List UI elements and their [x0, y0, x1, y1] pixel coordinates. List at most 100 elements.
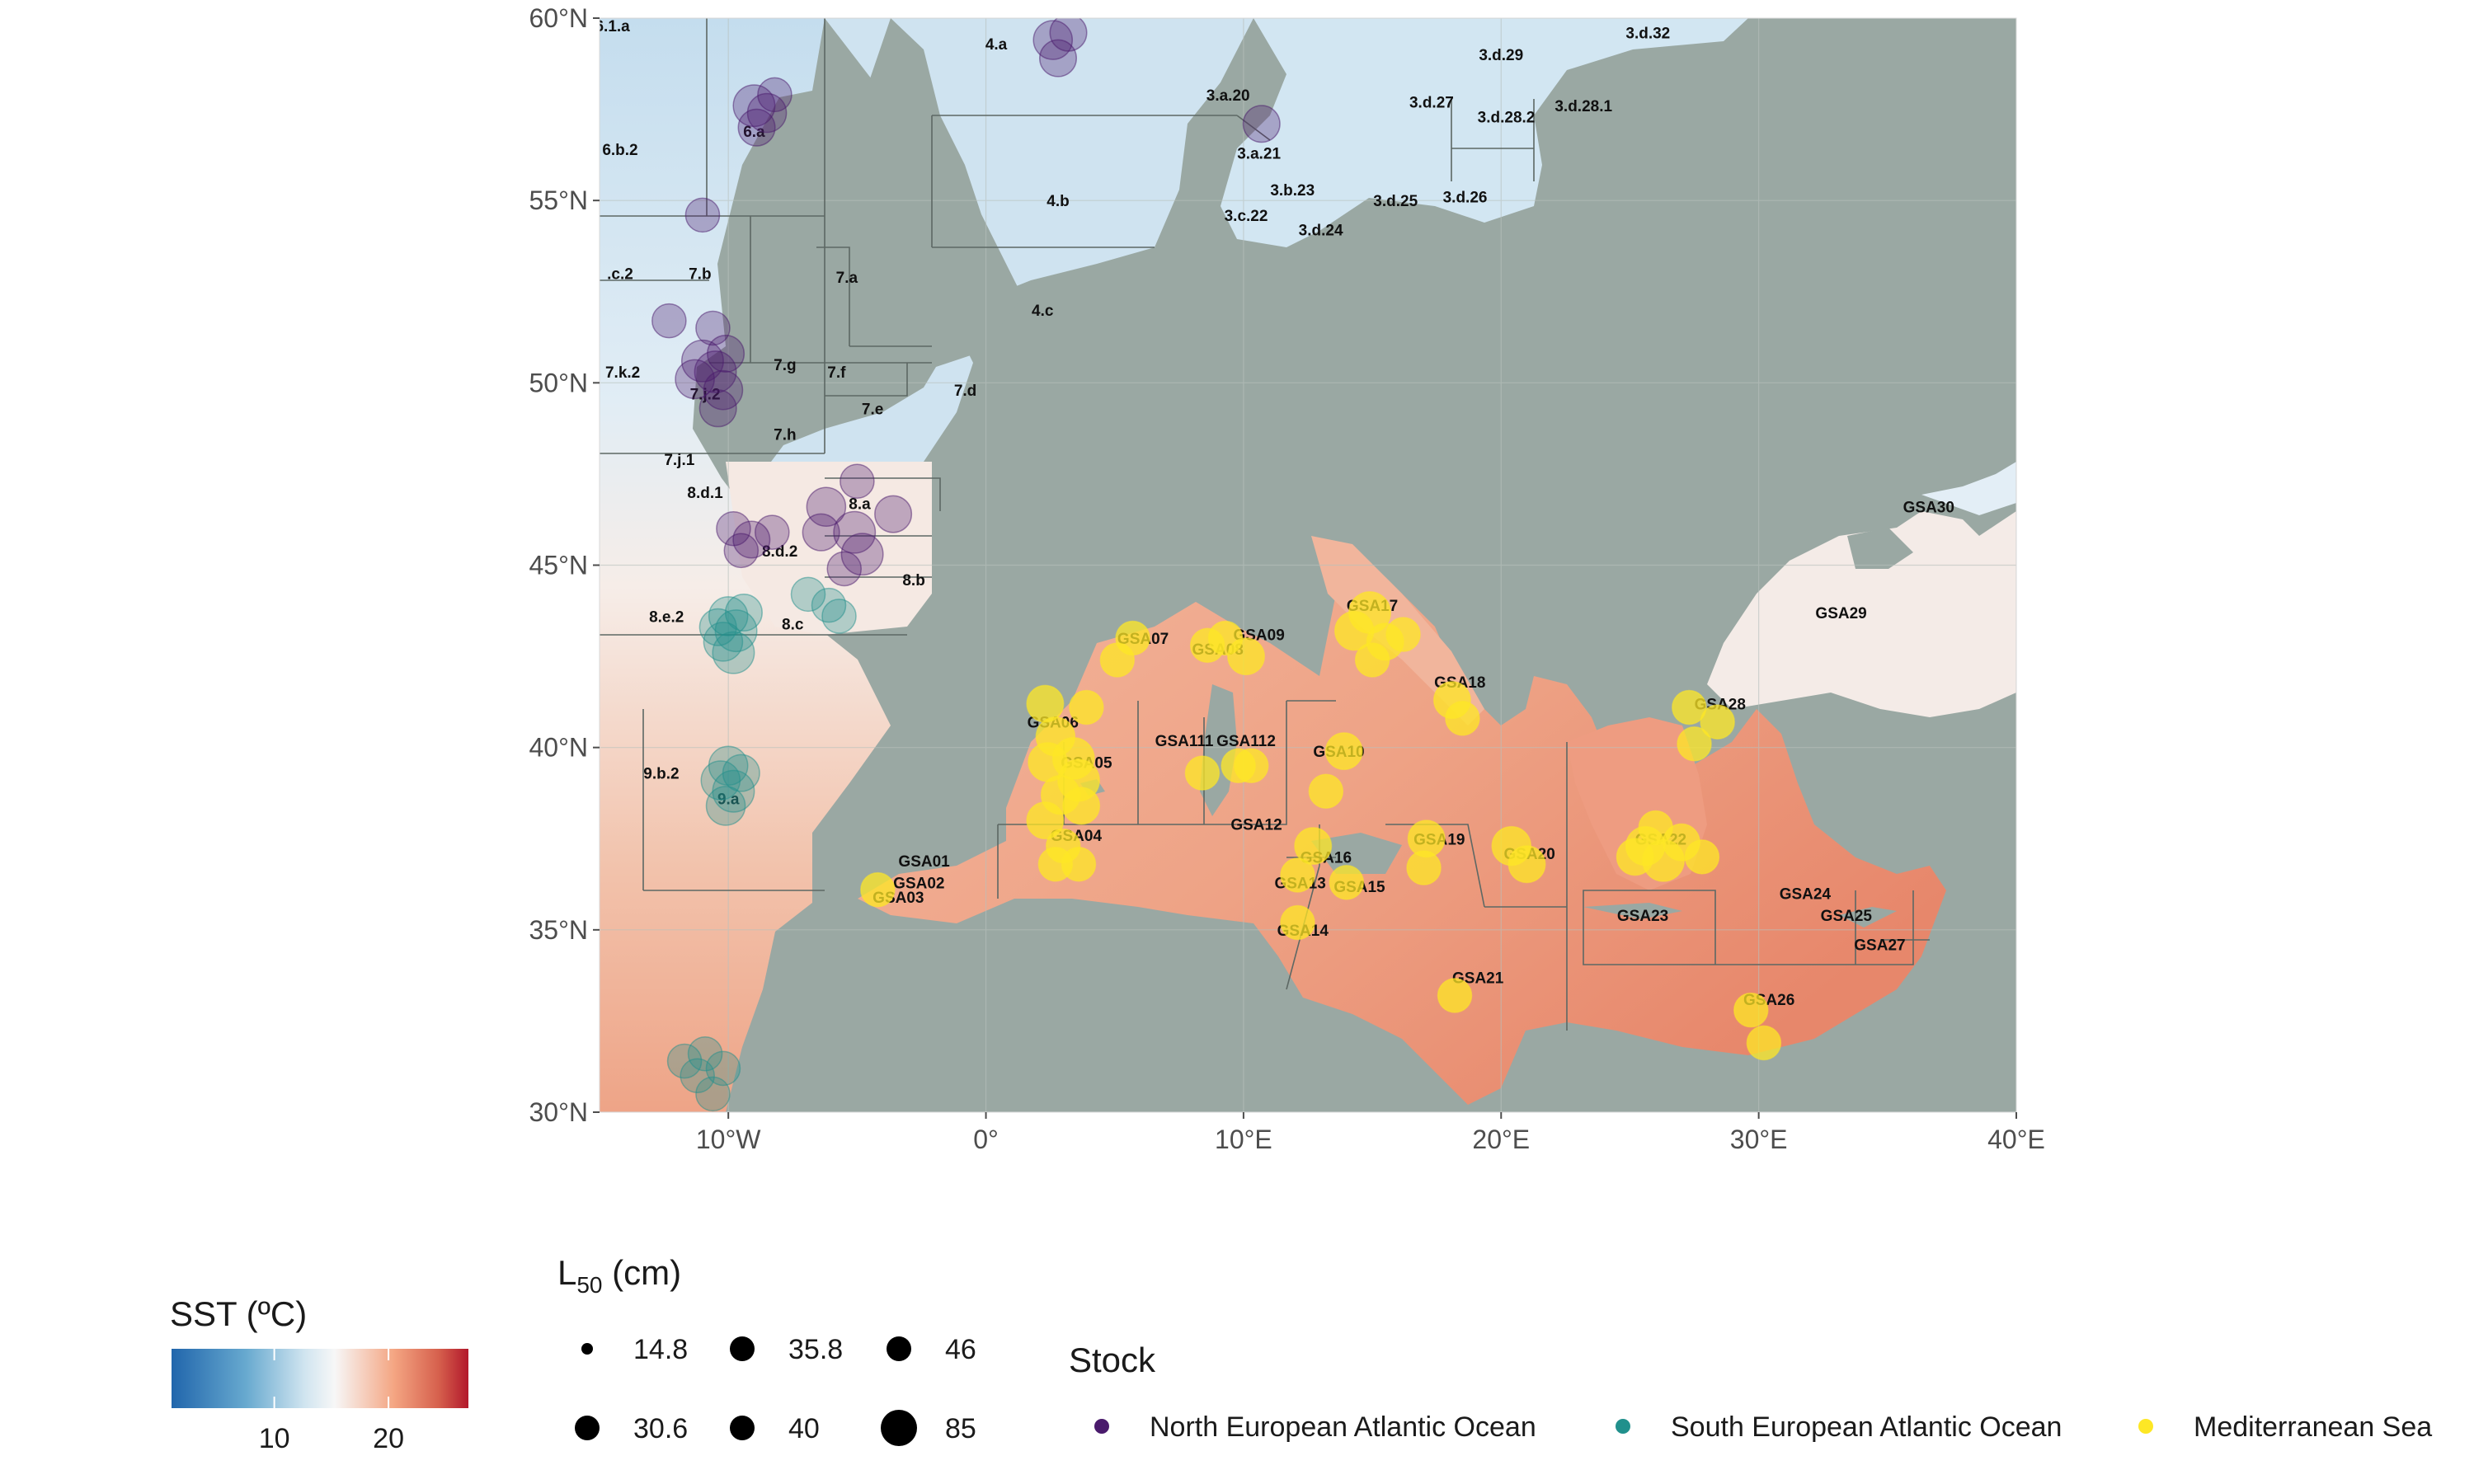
area-label: 3.d.28.1: [1554, 98, 1612, 115]
area-label: 3.a.20: [1206, 87, 1250, 105]
stock-point-south: [790, 576, 826, 613]
map-panel: 3.a.20 3.a.21 3.b.233.c.22 3.d.24 3.d.25 3.d.…: [595, 18, 2016, 1112]
stock-point-north: [826, 551, 863, 587]
stock-point-south: [712, 631, 755, 674]
stock-point-med: [1308, 773, 1344, 810]
stock-point-med: [1280, 904, 1315, 941]
sicily: [1311, 833, 1402, 874]
area-label: 7.e: [862, 401, 883, 418]
stock-point-north: [723, 533, 760, 569]
area-label: 3.d.24: [1299, 223, 1343, 240]
stock-point-north: [695, 310, 731, 346]
stock-point-north: [755, 514, 790, 550]
stock-point-north: [874, 495, 913, 533]
lat-tick-label: 35°N: [529, 915, 589, 945]
l50-size-swatch: [575, 1416, 600, 1440]
stock-legend-label: Mediterranean Sea: [2194, 1411, 2432, 1443]
stock-point-med: [1026, 801, 1065, 840]
stock-point-north: [806, 486, 847, 528]
area-label: 7.k.2: [605, 364, 640, 382]
area-label: 7.b: [689, 266, 711, 284]
stock-point-north: [1049, 18, 1088, 52]
area-label: 3.d.28.2: [1478, 109, 1536, 126]
area-label: 9.a: [717, 791, 740, 809]
stock-point-med: [1445, 701, 1480, 736]
stock-legend: Stock North European Atlantic Ocean South…: [1069, 1341, 2432, 1443]
great-britain: [833, 18, 1023, 387]
lat-tick-label: 30°N: [529, 1097, 589, 1127]
stock-point-med: [1746, 1025, 1782, 1061]
area-label: 7.h: [774, 426, 796, 444]
black-sea: [1707, 511, 2016, 717]
area-label: .c.2: [607, 266, 633, 284]
area-label: 3.d.29: [1479, 47, 1523, 64]
stock-legend-swatch: [1616, 1419, 1630, 1434]
latitude-axis: 30°N 35°N 40°N 45°N 50°N 55°N 60°N: [529, 3, 600, 1127]
lat-tick-label: 45°N: [529, 551, 589, 580]
area-label: 3.d.32: [1625, 26, 1670, 43]
area-label: 7.a: [836, 270, 858, 287]
stock-point-med: [1280, 857, 1315, 893]
sst-tick-label: 10: [259, 1423, 290, 1454]
l50-size-swatch: [881, 1410, 917, 1446]
sst-legend-title: SST (ºC): [170, 1294, 307, 1333]
sst-tick-label: 20: [373, 1423, 404, 1454]
lat-tick-label: 55°N: [529, 186, 589, 215]
stock-point-med: [1672, 689, 1707, 726]
stock-points: [651, 18, 1782, 1112]
lon-tick-label: 0°: [973, 1125, 999, 1154]
area-label: GSA01: [898, 853, 950, 871]
area-label: 7.f: [827, 364, 846, 382]
crete: [1583, 903, 1682, 919]
baltic-sea: [1221, 18, 1748, 247]
area-label: 6.b.2: [602, 142, 637, 159]
sst-colorbar-ticks: 10 20: [259, 1349, 404, 1454]
stock-point-north: [757, 77, 793, 113]
area-label: GSA30: [1903, 500, 1954, 517]
stock-legend-title: Stock: [1069, 1341, 1156, 1379]
stock-point-south: [708, 745, 749, 787]
area-label: 8.e.2: [649, 608, 684, 626]
stock-point-north: [737, 108, 776, 147]
lat-tick-label: 50°N: [529, 368, 589, 397]
stock-point-north: [802, 513, 840, 552]
area-label: GSA25: [1821, 908, 1873, 925]
stock-point-north: [732, 84, 776, 128]
area-label: 3.a.21: [1237, 146, 1281, 163]
lon-tick-label: 40°E: [1987, 1125, 2045, 1154]
l50-size-label: 40: [788, 1413, 820, 1444]
area-label: 4.a: [985, 36, 1008, 54]
area-label: GSA02: [893, 875, 944, 892]
area-label: GSA23: [1617, 908, 1668, 925]
sst-legend: SST (ºC) 10 20: [170, 1294, 468, 1454]
lon-tick-label: 10°E: [1215, 1125, 1272, 1154]
stock-point-north: [1242, 105, 1281, 143]
stock-point-north: [675, 359, 715, 400]
area-label: GSA24: [1780, 886, 1832, 904]
stock-point-north: [684, 197, 721, 233]
stock-point-med: [1616, 838, 1654, 876]
l50-legend-items: 14.8 35.8 46 30.6 40 85: [575, 1334, 976, 1446]
stock-point-med: [1227, 637, 1266, 676]
stock-legend-swatch: [2138, 1419, 2153, 1434]
stock-point-med: [1437, 978, 1473, 1013]
stock-point-med: [1184, 755, 1221, 791]
area-label: 8.a: [849, 495, 871, 513]
l50-size-label: 14.8: [633, 1334, 688, 1365]
stock-point-north: [833, 510, 877, 554]
crimea: [1847, 528, 1913, 569]
lon-tick-label: 30°E: [1730, 1125, 1788, 1154]
graticule: [600, 18, 2016, 1112]
stock-point-south: [698, 608, 737, 646]
lat-tick-label: 60°N: [529, 3, 589, 33]
area-label: 6.1.a: [595, 18, 630, 35]
mediterranean-sea: [858, 577, 1946, 1105]
stock-point-med: [1234, 748, 1269, 784]
l50-size-swatch: [730, 1336, 755, 1361]
area-label: 8.d.1: [687, 485, 723, 502]
area-label: 8.d.2: [762, 543, 797, 561]
area-label: GSA12: [1230, 817, 1282, 834]
l50-size-swatch: [887, 1336, 911, 1361]
stock-point-south: [666, 1043, 703, 1079]
area-label: 8.b: [902, 572, 924, 589]
